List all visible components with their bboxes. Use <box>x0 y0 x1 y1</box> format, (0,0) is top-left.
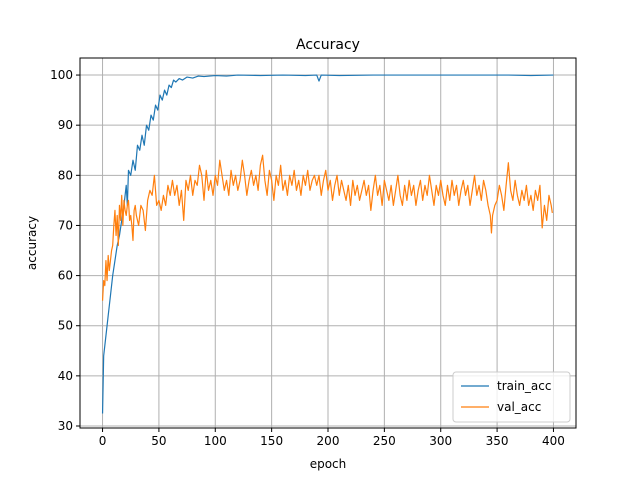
series-lines <box>101 74 554 414</box>
y-tick-label: 90 <box>58 118 73 132</box>
x-tick-label: 100 <box>204 434 227 448</box>
x-tick-label: 400 <box>542 434 565 448</box>
legend: train_acc val_acc <box>452 371 571 423</box>
y-tick-label: 30 <box>58 419 73 433</box>
x-tick-label: 300 <box>429 434 452 448</box>
legend-label-val-acc: val_acc <box>497 400 541 414</box>
y-tick-label: 40 <box>58 369 73 383</box>
x-tick-label: 150 <box>260 434 283 448</box>
train-acc-line <box>101 74 554 414</box>
y-axis-label: accuracy <box>25 216 39 270</box>
y-tick-label: 50 <box>58 319 73 333</box>
x-tick-label: 50 <box>151 434 166 448</box>
legend-label-train-acc: train_acc <box>497 379 551 393</box>
chart-title: Accuracy <box>296 37 360 53</box>
legend-box <box>452 371 571 423</box>
y-tick-label: 60 <box>58 269 73 283</box>
x-tick-label: 200 <box>317 434 340 448</box>
x-tick-label: 350 <box>486 434 509 448</box>
y-tick-label: 100 <box>50 68 73 82</box>
val-acc-line <box>101 154 553 301</box>
axis-ticks: 0 50 100 150 200 250 300 350 400 30 40 50 60 70 80 90 10… <box>50 68 565 448</box>
y-tick-label: 80 <box>58 168 73 182</box>
y-tick-label: 70 <box>58 218 73 232</box>
x-axis-label: epoch <box>310 457 347 471</box>
x-tick-label: 250 <box>373 434 396 448</box>
x-tick-label: 0 <box>99 434 107 448</box>
plot-frame <box>79 57 577 429</box>
